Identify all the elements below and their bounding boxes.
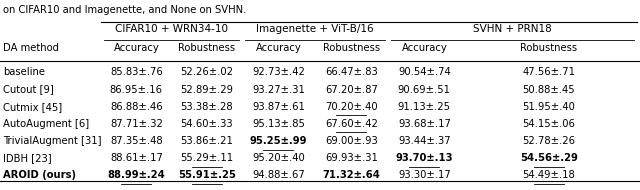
- Text: 54.56±.29: 54.56±.29: [520, 153, 578, 163]
- Text: TrivialAugment [31]: TrivialAugment [31]: [3, 136, 102, 146]
- Text: SVHN + PRN18: SVHN + PRN18: [473, 24, 552, 34]
- Text: baseline: baseline: [3, 67, 45, 78]
- Text: CIFAR10 + WRN34-10: CIFAR10 + WRN34-10: [115, 24, 228, 34]
- Text: 50.88±.45: 50.88±.45: [522, 85, 575, 95]
- Text: 69.00±.93: 69.00±.93: [325, 136, 378, 146]
- Text: 93.68±.17: 93.68±.17: [398, 119, 451, 129]
- Text: 86.95±.16: 86.95±.16: [110, 85, 163, 95]
- Text: 93.30±.17: 93.30±.17: [398, 170, 451, 180]
- Text: Robustness: Robustness: [323, 43, 380, 53]
- Text: 85.83±.76: 85.83±.76: [110, 67, 163, 78]
- Text: Cutout [9]: Cutout [9]: [3, 85, 54, 95]
- Text: 93.70±.13: 93.70±.13: [396, 153, 453, 163]
- Text: IDBH [23]: IDBH [23]: [3, 153, 52, 163]
- Text: 93.27±.31: 93.27±.31: [252, 85, 305, 95]
- Text: on CIFAR10 and Imagenette, and None on SVHN.: on CIFAR10 and Imagenette, and None on S…: [3, 5, 246, 15]
- Text: Accuracy: Accuracy: [255, 43, 301, 53]
- Text: 66.47±.83: 66.47±.83: [325, 67, 378, 78]
- Text: 88.61±.17: 88.61±.17: [110, 153, 163, 163]
- Text: 91.13±.25: 91.13±.25: [398, 102, 451, 112]
- Text: AROID (ours): AROID (ours): [3, 170, 76, 180]
- Text: 70.20±.40: 70.20±.40: [325, 102, 378, 112]
- Text: 54.15±.06: 54.15±.06: [522, 119, 575, 129]
- Text: 86.88±.46: 86.88±.46: [110, 102, 163, 112]
- Text: Accuracy: Accuracy: [401, 43, 447, 53]
- Text: DA method: DA method: [3, 43, 60, 53]
- Text: Robustness: Robustness: [178, 43, 236, 53]
- Text: 67.60±.42: 67.60±.42: [325, 119, 378, 129]
- Text: 92.73±.42: 92.73±.42: [252, 67, 305, 78]
- Text: 87.35±.48: 87.35±.48: [110, 136, 163, 146]
- Text: 95.13±.85: 95.13±.85: [252, 119, 305, 129]
- Text: 93.87±.61: 93.87±.61: [252, 102, 305, 112]
- Text: 93.44±.37: 93.44±.37: [398, 136, 451, 146]
- Text: 47.56±.71: 47.56±.71: [522, 67, 575, 78]
- Text: AutoAugment [6]: AutoAugment [6]: [3, 119, 90, 129]
- Text: 54.49±.18: 54.49±.18: [522, 170, 575, 180]
- Text: 55.29±.11: 55.29±.11: [180, 153, 234, 163]
- Text: 88.99±.24: 88.99±.24: [108, 170, 165, 180]
- Text: 90.69±.51: 90.69±.51: [398, 85, 451, 95]
- Text: 52.89±.29: 52.89±.29: [180, 85, 233, 95]
- Text: 94.88±.67: 94.88±.67: [252, 170, 305, 180]
- Text: 52.26±.02: 52.26±.02: [180, 67, 233, 78]
- Text: 53.86±.21: 53.86±.21: [180, 136, 233, 146]
- Text: Cutmix [45]: Cutmix [45]: [3, 102, 62, 112]
- Text: 71.32±.64: 71.32±.64: [323, 170, 380, 180]
- Text: 95.25±.99: 95.25±.99: [250, 136, 307, 146]
- Text: Robustness: Robustness: [520, 43, 577, 53]
- Text: 51.95±.40: 51.95±.40: [522, 102, 575, 112]
- Text: 95.20±.40: 95.20±.40: [252, 153, 305, 163]
- Text: 90.54±.74: 90.54±.74: [398, 67, 451, 78]
- Text: 67.20±.87: 67.20±.87: [325, 85, 378, 95]
- Text: Accuracy: Accuracy: [113, 43, 159, 53]
- Text: 69.93±.31: 69.93±.31: [325, 153, 378, 163]
- Text: 53.38±.28: 53.38±.28: [180, 102, 233, 112]
- Text: 55.91±.25: 55.91±.25: [178, 170, 236, 180]
- Text: 54.60±.33: 54.60±.33: [180, 119, 233, 129]
- Text: 87.71±.32: 87.71±.32: [110, 119, 163, 129]
- Text: Imagenette + ViT-B/16: Imagenette + ViT-B/16: [256, 24, 374, 34]
- Text: 52.78±.26: 52.78±.26: [522, 136, 575, 146]
